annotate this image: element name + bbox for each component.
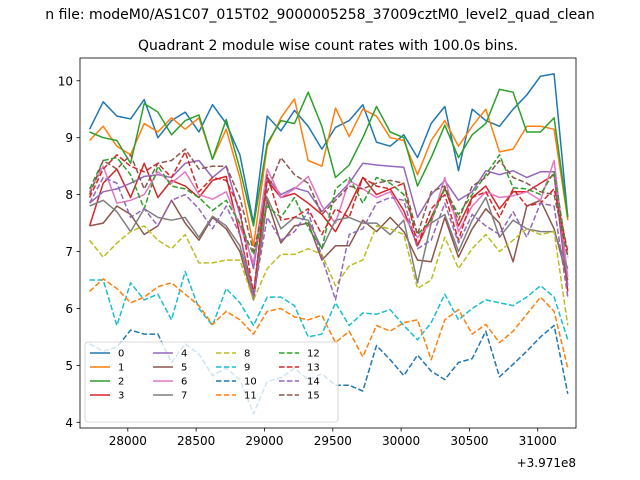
legend-label-2: 2 bbox=[118, 377, 124, 388]
legend-label-7: 7 bbox=[181, 391, 187, 402]
legend-label-11: 11 bbox=[244, 391, 257, 402]
y-tick-label: 8 bbox=[65, 188, 73, 202]
legend-label-4: 4 bbox=[181, 349, 187, 360]
chart-title: Quadrant 2 module wise count rates with … bbox=[138, 38, 518, 54]
legend-label-10: 10 bbox=[244, 377, 257, 388]
figure-suptitle: n file: modeM0/AS1C07_015T02_9000005258_… bbox=[45, 7, 594, 23]
y-tick-label: 6 bbox=[65, 302, 73, 316]
legend-label-5: 5 bbox=[181, 363, 187, 374]
legend-label-8: 8 bbox=[244, 349, 250, 360]
series-line-9 bbox=[89, 270, 569, 341]
x-tick-label: 30500 bbox=[450, 434, 488, 448]
y-axis: 4 5 6 7 8 9 10 bbox=[58, 74, 80, 430]
legend-label-9: 9 bbox=[244, 363, 250, 374]
legend-label-0: 0 bbox=[118, 349, 124, 360]
legend-label-6: 6 bbox=[181, 377, 187, 388]
series-line-7 bbox=[89, 196, 569, 295]
legend-label-1: 1 bbox=[118, 363, 124, 374]
series-line-15 bbox=[88, 148, 569, 258]
series-line-2 bbox=[89, 88, 569, 227]
y-tick-label: 10 bbox=[58, 74, 73, 88]
x-tick-label: 29500 bbox=[314, 434, 352, 448]
x-axis: 28000 28500 29000 29500 30000 30500 31000 bbox=[109, 428, 557, 448]
legend-label-14: 14 bbox=[307, 377, 320, 388]
y-tick-label: 5 bbox=[65, 359, 73, 373]
series-line-12 bbox=[88, 154, 569, 258]
axes-frame bbox=[79, 57, 577, 429]
y-tick-label: 4 bbox=[65, 416, 73, 430]
legend-box bbox=[84, 341, 339, 423]
legend-label-15: 15 bbox=[307, 391, 320, 402]
series-line-4 bbox=[89, 159, 569, 286]
x-tick-label: 28000 bbox=[109, 434, 147, 448]
x-tick-label: 28500 bbox=[177, 434, 215, 448]
series-line-13 bbox=[88, 151, 569, 295]
x-tick-label: 30000 bbox=[382, 434, 420, 448]
legend-label-12: 12 bbox=[307, 349, 320, 360]
legend-label-13: 13 bbox=[307, 363, 320, 374]
y-tick-label: 9 bbox=[65, 131, 73, 145]
series-line-14 bbox=[88, 176, 569, 301]
series-line-6 bbox=[88, 159, 569, 278]
legend-label-3: 3 bbox=[118, 391, 124, 402]
y-tick-label: 7 bbox=[65, 245, 73, 259]
series-line-11 bbox=[89, 278, 569, 369]
x-tick-label: 29000 bbox=[245, 434, 283, 448]
x-tick-label: 31000 bbox=[519, 434, 557, 448]
series-line-8 bbox=[89, 225, 569, 326]
x-offset-text: +3.971e8 bbox=[517, 456, 576, 470]
